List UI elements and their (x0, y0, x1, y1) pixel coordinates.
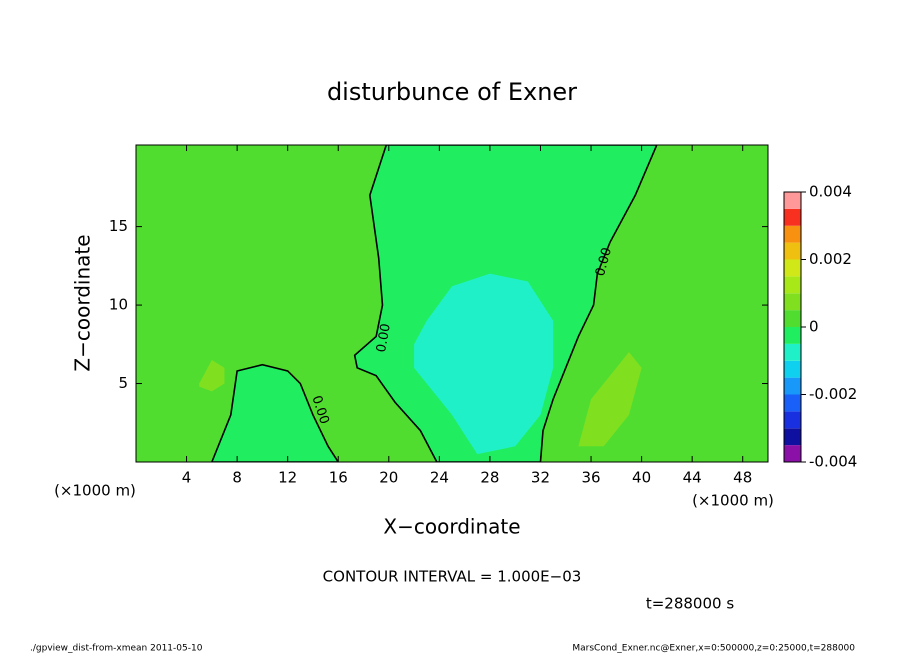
colorbar-band (784, 225, 801, 243)
contour-region (578, 352, 642, 447)
plot-frame (135, 144, 769, 463)
contour-interval: CONTOUR INTERVAL = 1.000E−03 (323, 568, 582, 586)
x-tick-label: 8 (232, 469, 242, 487)
x-tick-label: 36 (581, 469, 600, 487)
colorbar-tick-label: 0.002 (809, 250, 852, 268)
x-unit: (×1000 m) (54, 482, 136, 500)
x-tick-label: 4 (182, 469, 192, 487)
y-tick-label: 10 (109, 296, 128, 314)
x-tick-label: 48 (733, 469, 752, 487)
x-tick-label: 24 (430, 469, 449, 487)
x-tick-label: 12 (278, 469, 297, 487)
colorbar-band (784, 242, 801, 260)
x-tick-label: 16 (329, 469, 348, 487)
x-axis-label: X−coordinate (383, 515, 520, 539)
colorbar-band (784, 259, 801, 277)
colorbar-band (784, 428, 801, 446)
colorbar-band (784, 327, 801, 344)
x-tick-label: 40 (632, 469, 651, 487)
y-tick-label: 15 (109, 217, 128, 235)
colorbar-band (784, 377, 801, 395)
colorbar-band (784, 293, 801, 311)
x-tick-label: 20 (379, 469, 398, 487)
time-label: t=288000 s (646, 595, 734, 613)
chart-title: disturbunce of Exner (327, 78, 577, 106)
contour-label: 0.00 (374, 322, 394, 353)
y-axis-label: Z−coordinate (71, 234, 95, 371)
contour-region (210, 363, 340, 462)
colorbar-band (784, 360, 801, 378)
colorbar: -0.004 -0.002 0 0.002 0.004 (783, 183, 857, 471)
colorbar-tick-label: 0 (809, 318, 819, 336)
colorbar-tick-label: 0.004 (809, 183, 852, 201)
footer-left: ./gpview_dist-from-xmean 2011-05-10 (30, 644, 203, 654)
y-tick-label: 5 (118, 374, 128, 392)
contour-label: 0.00 (593, 246, 615, 278)
footer-right: MarsCond_Exner.nc@Exner,x=0:500000,z=0:2… (572, 644, 855, 654)
colorbar-band (784, 192, 801, 209)
x-unit: (×1000 m) (692, 492, 774, 510)
colorbar-tick-label: -0.002 (809, 385, 857, 403)
contour-region (445, 336, 516, 447)
x-tick-label: 44 (683, 469, 702, 487)
field: 0.000.000.00 (136, 145, 768, 462)
colorbar-band (784, 276, 801, 294)
colorbar-tick-label: -0.004 (809, 453, 857, 471)
colorbar-band (784, 310, 801, 327)
colorbar-band (784, 445, 801, 462)
x-tick-label: 28 (480, 469, 499, 487)
colorbar-band (784, 343, 801, 361)
contour-region (199, 359, 225, 392)
colorbar-band (784, 394, 801, 412)
x-tick-label: 32 (531, 469, 550, 487)
colorbar-band (784, 208, 801, 226)
colorbar-band (784, 411, 801, 429)
